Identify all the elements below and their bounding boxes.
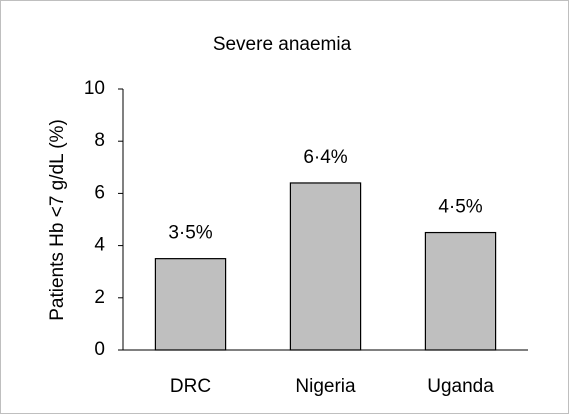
y-tick-label: 2: [94, 287, 105, 308]
bar: [154, 258, 227, 351]
chart-title: Severe anaemia: [213, 34, 352, 55]
x-tick-label: Uganda: [427, 376, 494, 397]
bar: [289, 182, 362, 351]
y-tick-label: 4: [94, 235, 105, 256]
y-tick-label: 10: [84, 78, 105, 99]
x-tick-label: Nigeria: [295, 376, 356, 397]
x-tick-label: DRC: [170, 376, 211, 397]
data-label: 6·4%: [303, 147, 347, 168]
y-tick-label: 0: [94, 339, 105, 360]
y-axis-label: Patients Hb <7 g/dL (%): [47, 119, 68, 321]
bar: [424, 231, 497, 351]
data-label: 3·5%: [168, 223, 212, 244]
data-label: 4·5%: [438, 197, 482, 218]
y-tick-label: 6: [94, 182, 105, 203]
y-tick-label: 8: [94, 130, 105, 151]
